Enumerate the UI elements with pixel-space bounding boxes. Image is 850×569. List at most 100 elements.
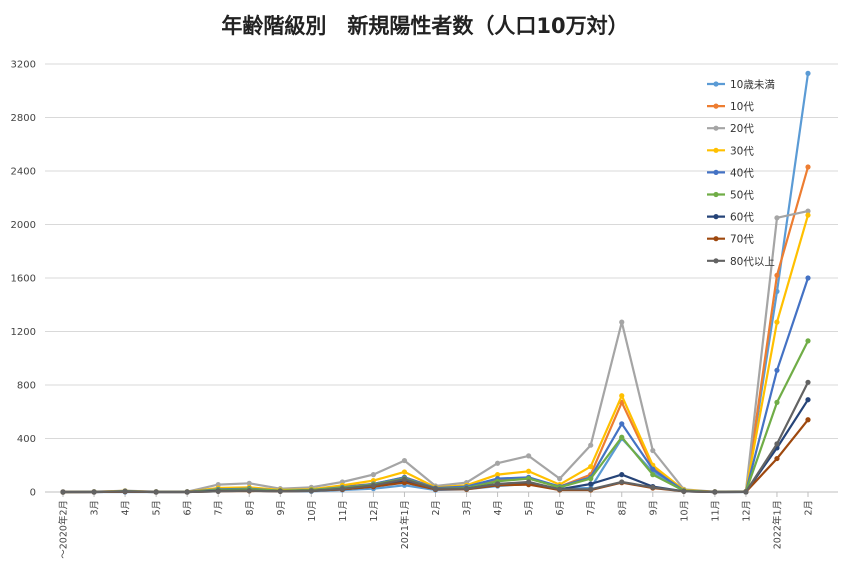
x-tick-label: 11月 [710, 500, 721, 522]
y-tick-label: 2000 [11, 220, 36, 231]
x-tick-label: 3月 [462, 500, 473, 516]
data-point [246, 488, 252, 494]
y-tick-label: 800 [17, 381, 36, 392]
data-point [805, 212, 811, 218]
legend-swatch-marker [713, 191, 719, 198]
data-point [805, 164, 811, 170]
y-tick-label: 400 [17, 434, 36, 445]
data-point [308, 488, 314, 494]
series-7 [60, 417, 811, 495]
legend-label: 20代 [730, 123, 754, 135]
data-point [619, 421, 625, 427]
y-axis: 0 400 800 1200 1600 2000 2400 2800 3200 [11, 60, 36, 499]
series-3 [60, 212, 811, 495]
data-point [774, 441, 780, 447]
data-point [432, 486, 439, 492]
legend: 10歳未満 10代 20代 30代 40代 50代 60代 70代 80代以上 [707, 79, 775, 268]
data-point [588, 442, 594, 448]
legend-label: 70代 [730, 234, 754, 246]
data-point [619, 434, 625, 440]
legend-swatch-marker [713, 214, 719, 220]
data-point [526, 479, 532, 485]
data-point [122, 488, 128, 494]
legend-item-5: 50代 [707, 190, 754, 202]
legend-swatch-marker [713, 147, 719, 153]
legend-label: 50代 [730, 190, 754, 202]
x-tick-label: 2021年1月 [399, 500, 411, 549]
series-lines [60, 70, 811, 495]
data-point [619, 479, 625, 485]
series-line-1 [62, 166, 810, 494]
data-point [619, 393, 625, 399]
data-point [805, 275, 811, 281]
data-point [588, 463, 594, 470]
data-point [712, 489, 718, 495]
data-point [401, 469, 408, 475]
x-tick-label: 4月 [121, 500, 132, 516]
y-tick-label: 1200 [11, 327, 36, 338]
x-tick-label: 4月 [493, 500, 504, 516]
legend-item-6: 60代 [707, 212, 754, 224]
series-line-6 [63, 399, 809, 494]
legend-item-7: 70代 [707, 234, 754, 246]
data-point [463, 486, 470, 492]
x-tick-label: 5月 [524, 500, 535, 516]
data-point [774, 367, 780, 373]
x-tick-label: 8月 [617, 500, 628, 516]
data-point [494, 460, 501, 466]
x-tick-label: 2022年1月 [771, 500, 783, 549]
x-tick-label: 10月 [307, 500, 318, 522]
legend-item-2: 20代 [707, 123, 754, 135]
data-point [650, 466, 656, 472]
x-tick-label: 9月 [648, 500, 659, 516]
x-tick-label: 9月 [276, 500, 287, 516]
data-point [805, 338, 811, 344]
data-point [184, 489, 190, 495]
series-0 [60, 70, 811, 495]
data-point [60, 489, 66, 495]
legend-swatch-marker [713, 236, 719, 242]
data-point [91, 489, 97, 495]
data-point [277, 488, 283, 494]
data-point [681, 488, 687, 494]
x-tick-label: 2月 [804, 500, 815, 516]
legend-label: 40代 [730, 167, 754, 179]
data-point [774, 455, 780, 462]
data-point [805, 397, 811, 403]
x-tick-label: 8月 [245, 500, 256, 516]
chart-title: 年齢階級別 新規陽性者数（人口10万対） [221, 14, 629, 38]
y-tick-label: 0 [30, 488, 36, 499]
x-tick-label: 3月 [90, 500, 101, 516]
legend-label: 10代 [730, 101, 754, 113]
series-line-3 [62, 214, 810, 494]
series-5 [60, 338, 811, 495]
legend-item-4: 40代 [707, 167, 754, 179]
legend-label: 80代以上 [730, 256, 775, 268]
x-axis: ～2020年2月 3月 4月 5月 6月 7月 8月 9月 10月 11月 12月 2021年1月 2月… [58, 492, 815, 559]
series-1 [60, 164, 811, 495]
legend-swatch-marker [713, 258, 719, 264]
data-point [339, 486, 345, 492]
data-point [650, 472, 656, 478]
data-point [650, 447, 656, 454]
legend-swatch-marker [713, 81, 719, 87]
series-2 [60, 208, 811, 495]
series-8 [60, 379, 811, 495]
data-point [743, 489, 749, 495]
data-point [370, 482, 377, 488]
data-point [153, 489, 159, 495]
data-point [650, 484, 656, 490]
legend-swatch-marker [713, 125, 719, 131]
data-point [526, 453, 532, 459]
series-line-5 [62, 340, 809, 494]
legend-item-0: 10歳未満 [707, 79, 775, 91]
data-point [588, 481, 594, 487]
data-point [805, 379, 811, 385]
data-point [774, 272, 780, 278]
x-tick-label: 2月 [431, 500, 442, 516]
data-point [215, 488, 221, 494]
x-tick-label: 12月 [369, 500, 380, 522]
data-point [774, 319, 780, 325]
legend-swatch-marker [713, 103, 719, 109]
